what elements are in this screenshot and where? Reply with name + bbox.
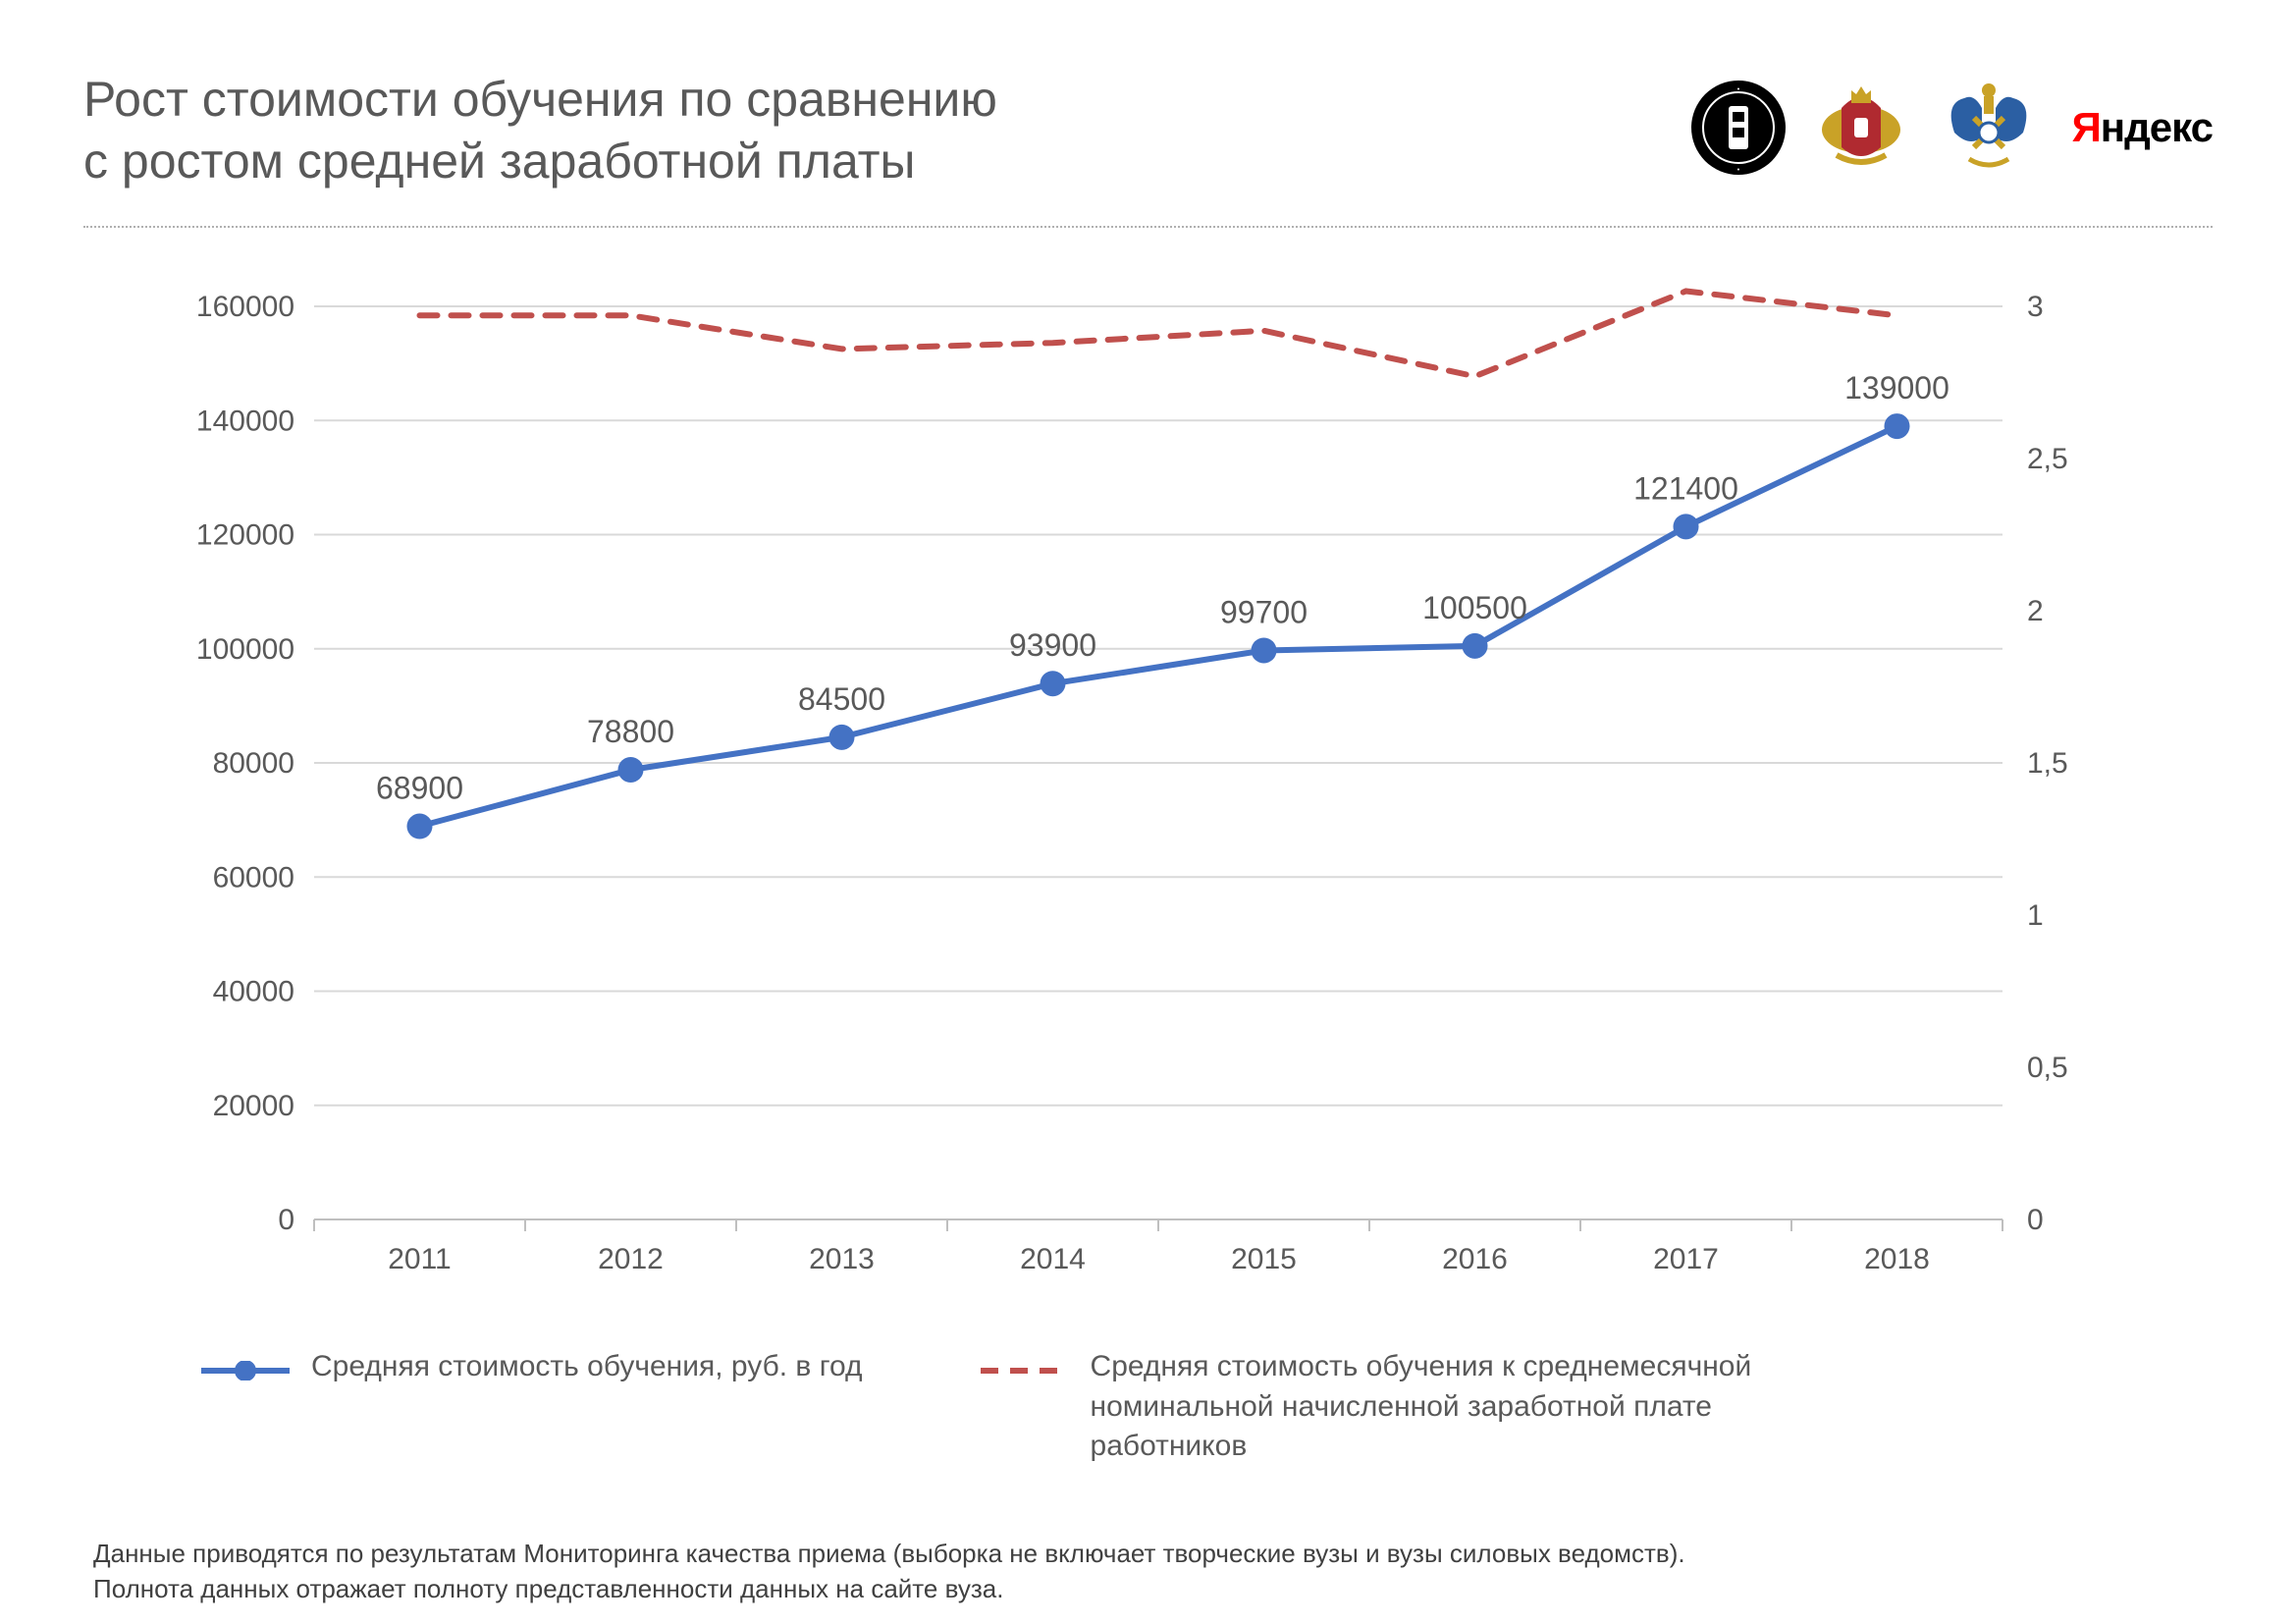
svg-text:2014: 2014	[1020, 1243, 1086, 1275]
svg-text:2017: 2017	[1653, 1243, 1719, 1275]
footnote: Данные приводятся по результатам Монитор…	[83, 1536, 2213, 1607]
legend-label-1: Средняя стоимость обучения, руб. в год	[311, 1347, 863, 1387]
svg-text:0,5: 0,5	[2027, 1052, 2068, 1084]
svg-text:2016: 2016	[1442, 1243, 1508, 1275]
gov-emblem-1-icon	[1817, 79, 1905, 177]
svg-text:0: 0	[2027, 1204, 2044, 1236]
svg-text:80000: 80000	[212, 747, 294, 780]
svg-text:140000: 140000	[195, 405, 294, 437]
logo-row: • • Яндекс	[1689, 69, 2213, 177]
svg-text:2,5: 2,5	[2027, 443, 2068, 475]
title-line-2: с ростом средней заработной платы	[83, 134, 916, 189]
chart-container: 0 20000 40000 60000 80000 100000 120000 140000 1…	[167, 277, 2130, 1308]
legend-item-series1: Средняя стоимость обучения, руб. в год	[201, 1347, 863, 1467]
svg-text:1: 1	[2027, 899, 2044, 932]
legend-swatch-line-icon	[201, 1361, 290, 1380]
header-divider	[83, 226, 2213, 228]
svg-text:40000: 40000	[212, 976, 294, 1008]
svg-text:93900: 93900	[1009, 627, 1096, 663]
footnote-line-1: Данные приводятся по результатам Монитор…	[93, 1539, 1685, 1568]
header: Рост стоимости обучения по сравнению с р…	[83, 69, 2213, 191]
svg-text:2013: 2013	[809, 1243, 875, 1275]
svg-text:84500: 84500	[798, 681, 885, 717]
legend-label-2: Средняя стоимость обучения к среднемесяч…	[1091, 1347, 1864, 1467]
chart-legend: Средняя стоимость обучения, руб. в год С…	[83, 1347, 2213, 1467]
svg-text:2018: 2018	[1864, 1243, 1930, 1275]
svg-text:2012: 2012	[598, 1243, 664, 1275]
svg-text:20000: 20000	[212, 1090, 294, 1122]
footnote-line-2: Полнота данных отражает полноту представ…	[93, 1574, 1003, 1603]
hse-logo-icon: • •	[1689, 79, 1788, 177]
svg-text:68900: 68900	[376, 771, 463, 806]
svg-text:100500: 100500	[1422, 590, 1527, 625]
svg-text:160000: 160000	[195, 291, 294, 323]
tuition-vs-wage-chart: 0 20000 40000 60000 80000 100000 120000 140000 1…	[167, 277, 2130, 1308]
yandex-logo: Яндекс	[2072, 104, 2213, 151]
svg-text:60000: 60000	[212, 861, 294, 893]
svg-text:139000: 139000	[1844, 370, 1949, 406]
svg-text:1,5: 1,5	[2027, 747, 2068, 780]
svg-text:78800: 78800	[587, 714, 674, 749]
yandex-text-tail: ндекс	[2101, 104, 2213, 150]
svg-text:100000: 100000	[195, 633, 294, 666]
svg-text:2015: 2015	[1231, 1243, 1297, 1275]
svg-text:2011: 2011	[388, 1243, 452, 1275]
svg-text:3: 3	[2027, 291, 2044, 323]
svg-text:120000: 120000	[195, 519, 294, 552]
legend-swatch-dash-icon	[981, 1361, 1069, 1380]
svg-text:2: 2	[2027, 595, 2044, 627]
legend-item-series2: Средняя стоимость обучения к среднемесяч…	[981, 1347, 1864, 1467]
svg-text:121400: 121400	[1633, 470, 1738, 506]
page-title: Рост стоимости обучения по сравнению с р…	[83, 69, 997, 191]
gov-emblem-2-icon	[1935, 79, 2043, 177]
svg-text:0: 0	[278, 1204, 294, 1236]
title-line-1: Рост стоимости обучения по сравнению	[83, 72, 997, 127]
svg-text:99700: 99700	[1220, 594, 1308, 629]
